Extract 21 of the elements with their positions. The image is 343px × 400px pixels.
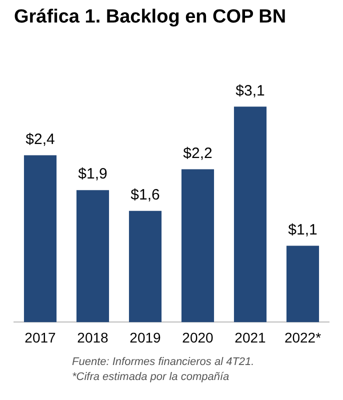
- x-tick-label: 2022*: [284, 329, 322, 346]
- bar: [76, 190, 110, 322]
- bar: [181, 169, 214, 322]
- data-label: $1,9: [78, 166, 108, 183]
- x-tick-label: 2018: [77, 329, 109, 346]
- data-label: $3,1: [236, 82, 265, 100]
- data-label: $2,2: [183, 144, 212, 162]
- text: *Cifra estimada por la compañía: [72, 370, 230, 385]
- bar: [234, 106, 267, 322]
- data-label: $2,4: [26, 130, 55, 148]
- x-tick-label: 2017: [24, 329, 56, 346]
- source-note: Fuente: Informes financieros al 4T21.: [72, 355, 256, 370]
- data-label: $1,6: [130, 186, 160, 204]
- bar: [24, 155, 57, 322]
- x-tick-label: 2020: [182, 329, 214, 346]
- bar: [286, 246, 320, 322]
- chart-title: Gráfica 1. Backlog en COP BN: [14, 6, 286, 28]
- x-tick-label: 2021: [234, 329, 266, 346]
- x-tick-label: 2019: [130, 329, 162, 346]
- data-label: $1,1: [288, 221, 318, 238]
- bar: [128, 210, 162, 322]
